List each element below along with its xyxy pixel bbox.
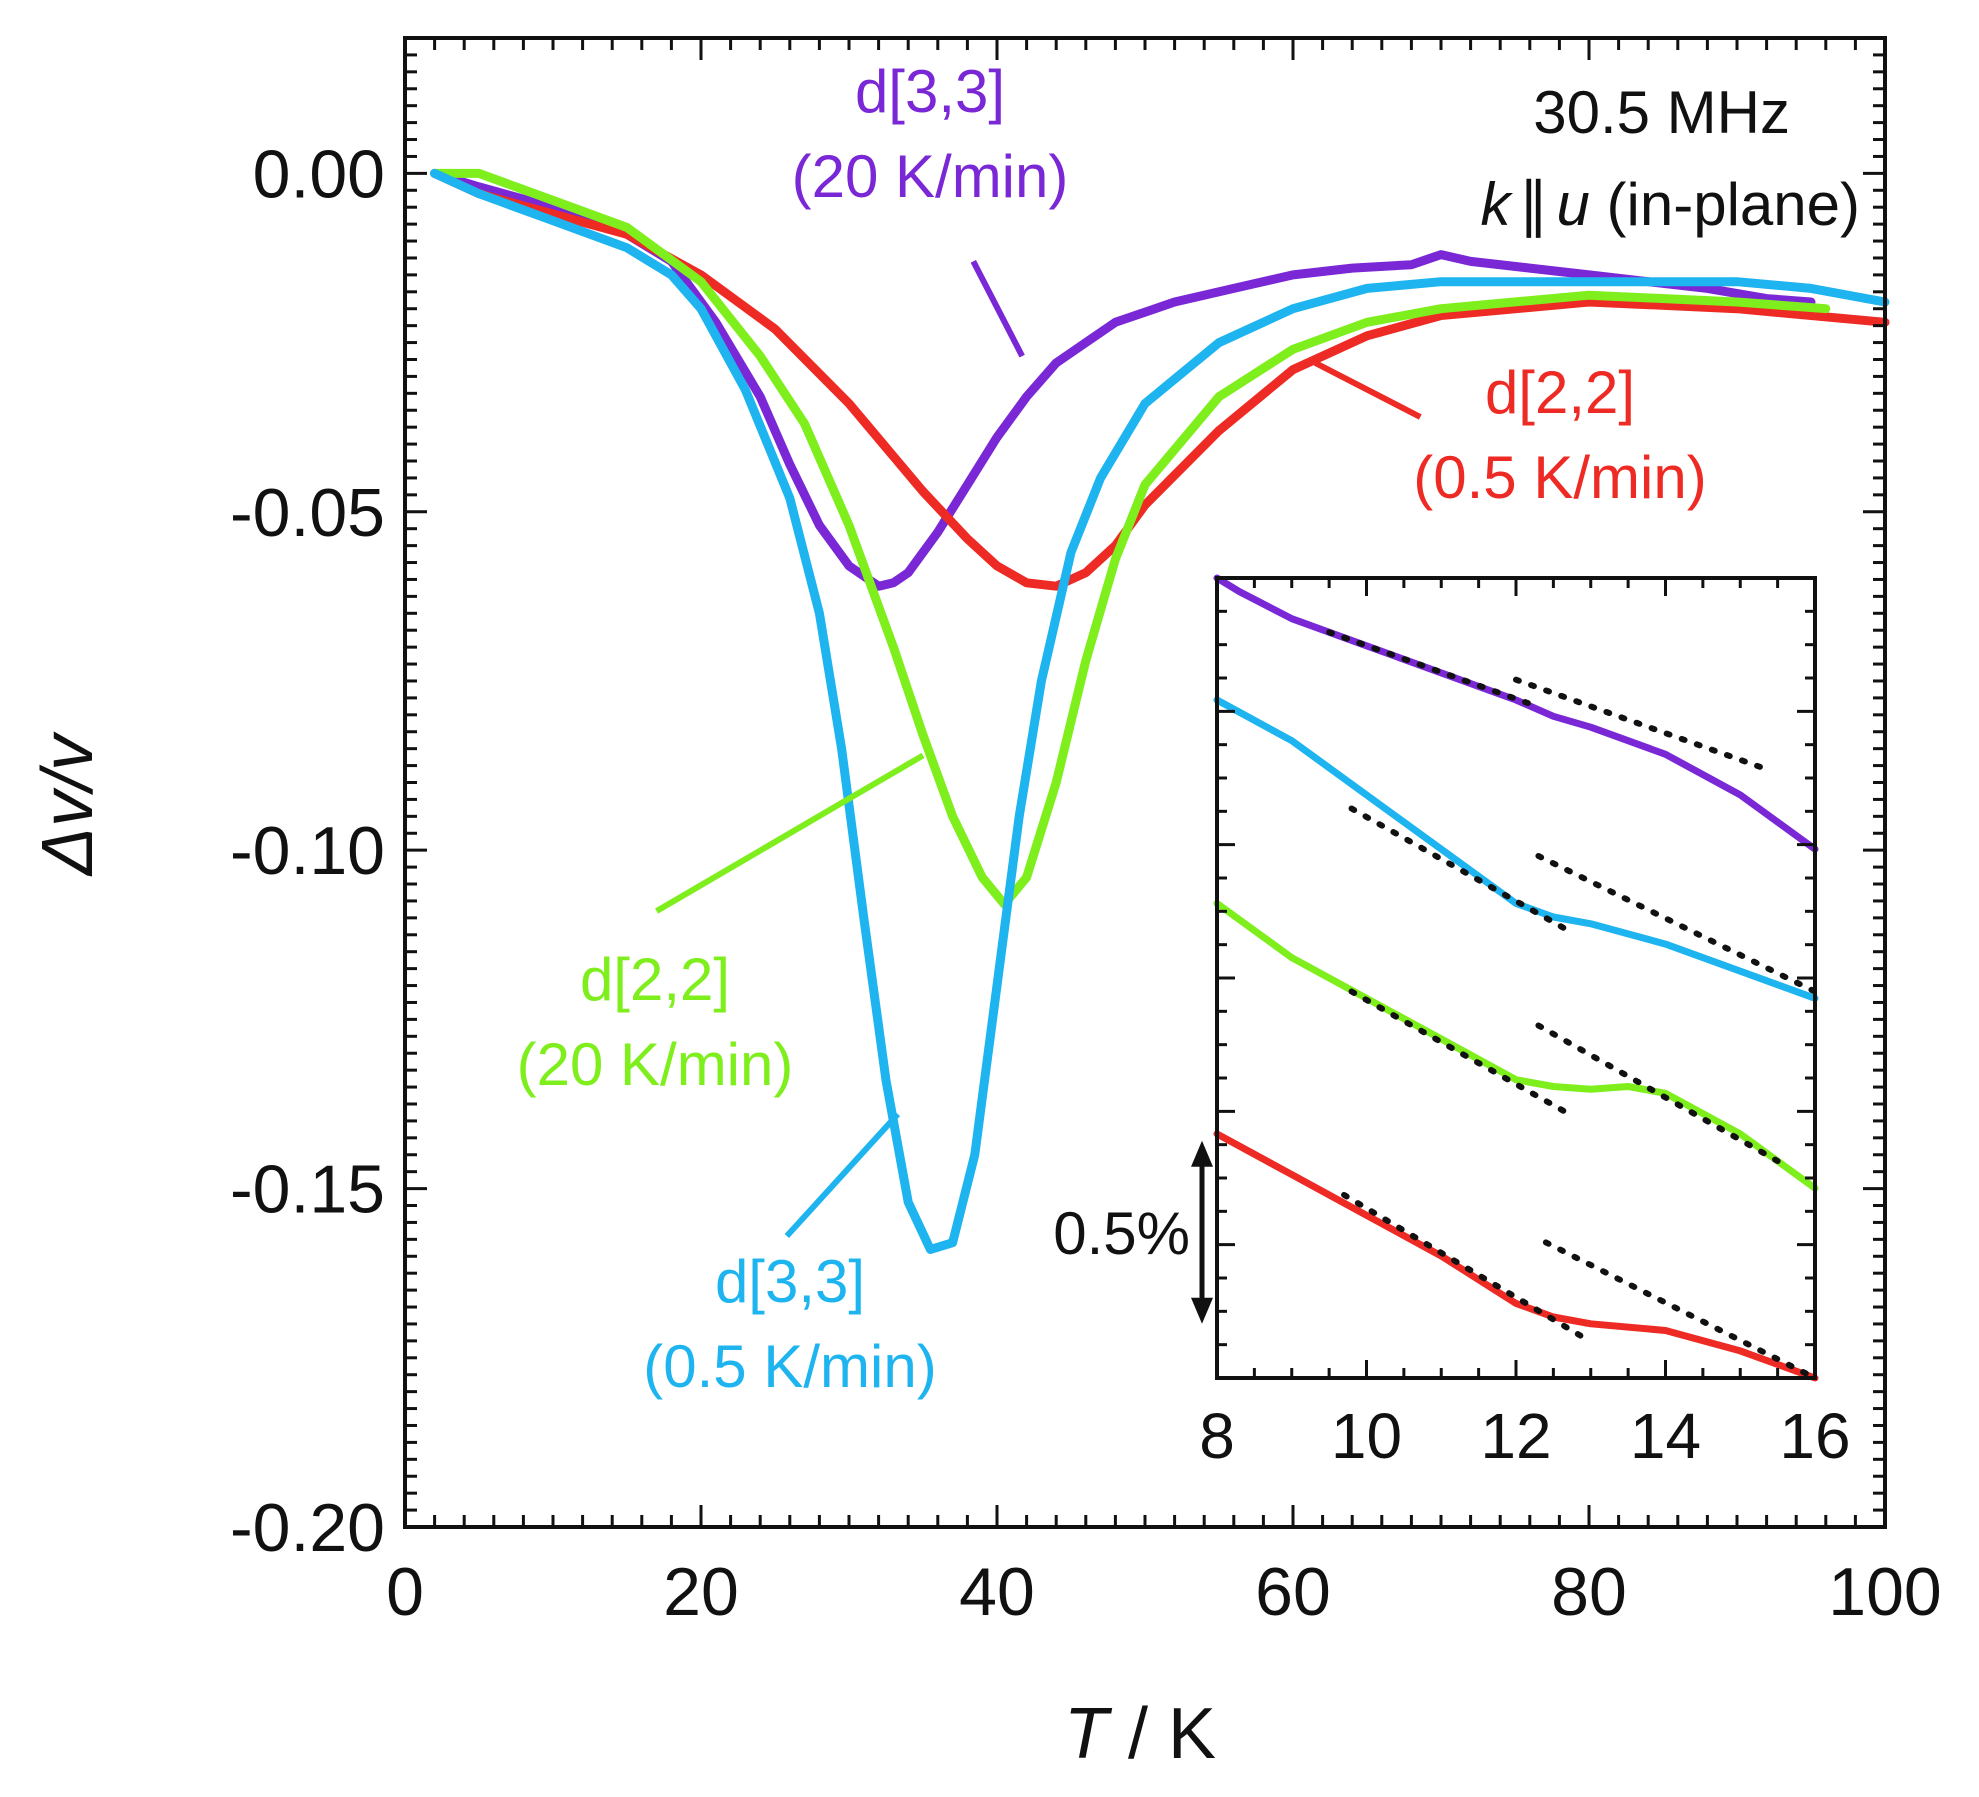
main-tick-labels: 0 20 40 60 80 100 0.00 -0.05 -0.10 -0.15 -0.20 — [230, 136, 1942, 1630]
annotation-in-plane: (in-plane) — [1590, 171, 1860, 238]
inset-fit-line-0-0 — [1326, 629, 1542, 710]
scale-bar: 0.5% — [1053, 1140, 1213, 1324]
inset-x-tick-label: 16 — [1779, 1400, 1850, 1472]
inset-chart: 8 10 12 14 16 0.5% — [1053, 574, 1851, 1472]
label-d33-20-line2: (20 K/min) — [792, 143, 1069, 210]
inset-x-tick-label: 10 — [1331, 1400, 1402, 1472]
y-tick-label: -0.10 — [230, 813, 385, 889]
label-d22-20-line2: (20 K/min) — [517, 1031, 794, 1098]
inset-series-line-2 — [1213, 899, 1819, 1192]
y-tick-label: -0.05 — [230, 475, 385, 551]
inset-fit-line-1-1 — [1535, 852, 1818, 995]
inset-x-tick-label: 14 — [1630, 1400, 1701, 1472]
inset-fit-lines — [1326, 629, 1818, 1381]
x-tick-label: 60 — [1255, 1554, 1331, 1630]
inset-background — [1217, 578, 1815, 1378]
scale-bar-arrow-down-icon — [1191, 1297, 1213, 1324]
x-axis-title-symbol: T — [1064, 1694, 1113, 1774]
inset-fit-line-1-0 — [1348, 805, 1572, 934]
x-axis-title-unit: / K — [1108, 1694, 1216, 1774]
label-d22-05-line2: (0.5 K/min) — [1413, 444, 1706, 511]
scale-bar-label: 0.5% — [1053, 1200, 1190, 1267]
annotation-k: k — [1481, 171, 1514, 238]
y-axis-title: Δv/v — [28, 731, 108, 877]
label-d33-05-line1: d[3,3] — [715, 1248, 865, 1315]
x-tick-label: 40 — [959, 1554, 1035, 1630]
main-series-line-0 — [430, 168, 1816, 591]
x-axis-title: T / K — [1064, 1694, 1216, 1774]
annotation-u: u — [1557, 171, 1590, 238]
main-series-line-3 — [430, 168, 1890, 1254]
leader-line-d22-20 — [655, 752, 925, 914]
inset-fit-line-3-1 — [1542, 1239, 1818, 1381]
annotation-parallel: ∥ — [1519, 171, 1549, 238]
inset-fit-line-0-1 — [1513, 676, 1766, 771]
label-d33-20-line1: d[3,3] — [855, 58, 1005, 125]
leader-line-d33-20 — [970, 259, 1025, 358]
inset-fit-line-2-0 — [1348, 988, 1572, 1117]
label-d22-05-line1: d[2,2] — [1485, 359, 1635, 426]
inset-series-line-0 — [1213, 574, 1819, 853]
leader-line-d33-05 — [784, 1112, 901, 1238]
label-d22-20-line1: d[2,2] — [580, 946, 730, 1013]
frequency-annotation: 30.5 MHz — [1533, 79, 1790, 146]
x-tick-label: 0 — [386, 1554, 424, 1630]
leader-line-d22-05 — [1313, 360, 1422, 420]
x-tick-label: 80 — [1551, 1554, 1627, 1630]
main-chart: 0 20 40 60 80 100 0.00 -0.05 -0.10 -0.15 -0.20 d[3… — [28, 36, 1942, 1774]
scale-bar-arrow-up-icon — [1191, 1140, 1213, 1167]
inset-x-tick-label: 8 — [1199, 1400, 1235, 1472]
inset-axis-ticks — [1215, 576, 1817, 1380]
label-d33-05-line2: (0.5 K/min) — [643, 1333, 936, 1400]
x-tick-label: 20 — [663, 1554, 739, 1630]
y-tick-label: 0.00 — [253, 136, 385, 212]
main-series-group — [430, 168, 1890, 1254]
y-tick-label: -0.15 — [230, 1152, 385, 1228]
y-tick-label: -0.20 — [230, 1490, 385, 1566]
inset-fit-line-3-0 — [1341, 1191, 1587, 1341]
propagation-direction-annotation: k ∥ u (in-plane) — [1481, 171, 1861, 238]
inset-x-tick-label: 12 — [1480, 1400, 1551, 1472]
inset-tick-labels: 8 10 12 14 16 — [1199, 1400, 1850, 1472]
inset-fit-line-2-1 — [1535, 1022, 1781, 1165]
main-axis-ticks — [403, 36, 1887, 1529]
x-tick-label: 100 — [1828, 1554, 1941, 1630]
